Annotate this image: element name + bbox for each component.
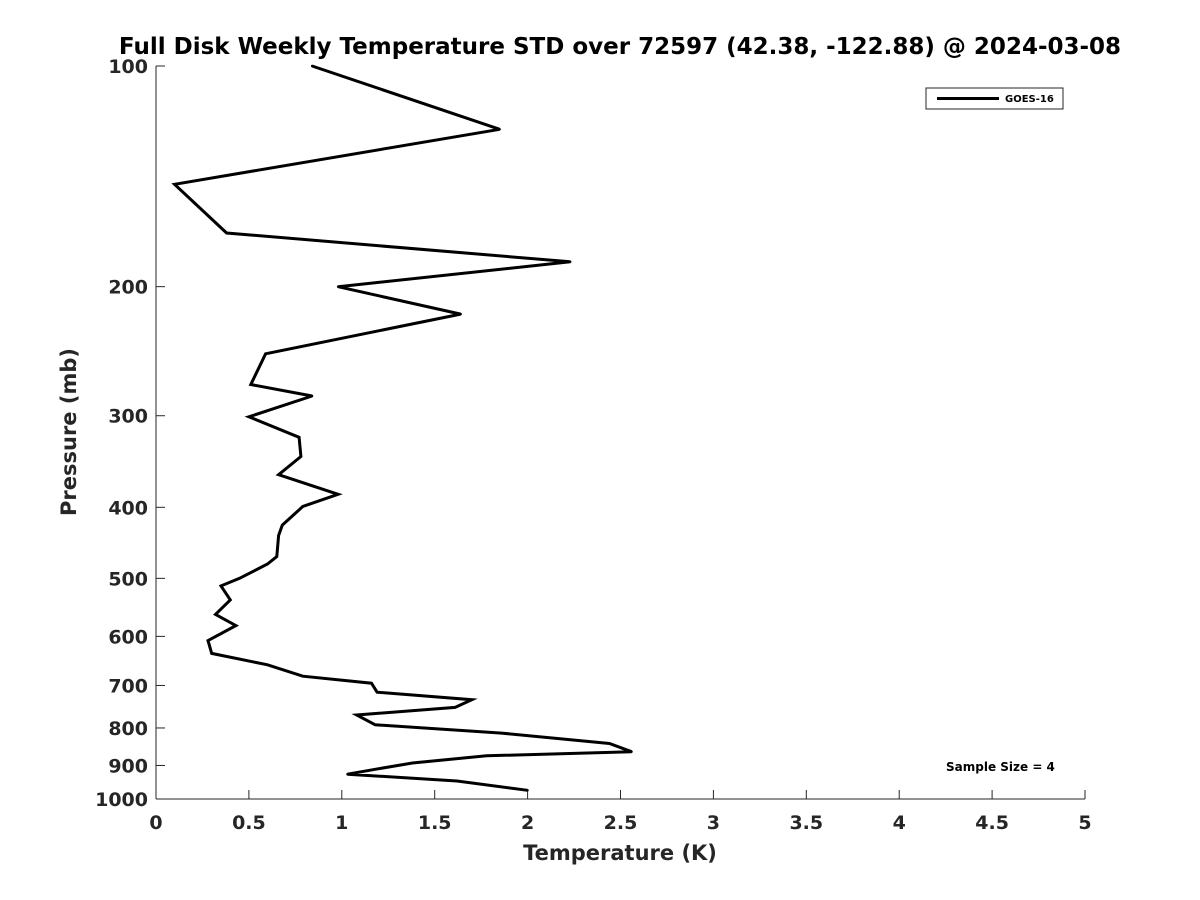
data-point: [310, 64, 314, 68]
y-tick-label: 100: [108, 56, 148, 78]
x-tick-label: 5: [1078, 812, 1091, 834]
data-point: [336, 493, 340, 496]
x-tick-label: 3.5: [789, 812, 823, 834]
y-tick-label: 700: [108, 675, 148, 697]
data-point: [301, 505, 304, 508]
y-tick-label: 600: [108, 626, 148, 648]
data-point: [297, 436, 301, 439]
data-point: [375, 691, 379, 694]
data-point: [234, 624, 238, 627]
data-point: [453, 706, 457, 709]
data-point: [277, 534, 280, 537]
data-point: [470, 698, 474, 701]
data-point: [299, 455, 303, 458]
data-point: [238, 577, 241, 580]
x-axis-ticks: 0 0.5 1 1.5 2 2.5 3 3.5 4 4.5 5: [149, 790, 1092, 834]
series-layer: [171, 64, 633, 792]
data-point: [266, 562, 269, 566]
sample-size-annotation: Sample Size = 4: [946, 760, 1055, 774]
data-point: [275, 555, 278, 558]
data-point: [310, 394, 314, 398]
y-tick-label: 500: [108, 568, 148, 590]
y-tick-label: 800: [108, 718, 148, 740]
plot-area: [155, 66, 1085, 800]
data-point: [526, 789, 529, 792]
data-point: [346, 773, 349, 776]
data-point: [500, 731, 503, 735]
data-point: [630, 750, 633, 753]
x-tick-label: 2.5: [604, 812, 638, 834]
data-point: [370, 682, 373, 685]
x-tick-label: 1: [335, 812, 348, 834]
data-point: [374, 768, 377, 771]
data-point: [173, 183, 176, 186]
data-point: [277, 473, 280, 476]
x-tick-label: 1.5: [418, 812, 452, 834]
x-tick-label: 3: [707, 812, 720, 834]
data-point: [206, 639, 210, 642]
data-point: [266, 663, 269, 666]
data-point: [264, 352, 267, 355]
x-tick-label: 0: [149, 812, 162, 834]
y-tick-label: 1000: [95, 789, 148, 811]
x-tick-label: 2: [521, 812, 534, 834]
y-tick-label: 300: [108, 406, 148, 428]
y-axis-title: Pressure (mb): [57, 348, 81, 516]
x-axis-title: Temperature (K): [523, 841, 717, 865]
data-point: [459, 312, 462, 316]
series-line-goes-16: [171, 64, 633, 792]
data-point: [608, 742, 611, 745]
data-point: [455, 779, 459, 783]
data-point: [411, 761, 414, 765]
legend-label-goes-16: GOES-16: [1005, 94, 1054, 105]
y-axis-ticks: 100 200 300 400 500 600 700 800 900 1000: [95, 56, 165, 811]
data-point: [355, 713, 358, 717]
data-point: [210, 652, 213, 655]
data-point: [281, 523, 284, 527]
data-point: [301, 675, 304, 678]
data-point: [249, 383, 252, 386]
x-tick-label: 0.5: [232, 812, 266, 834]
data-point: [229, 598, 232, 602]
x-tick-label: 4.5: [975, 812, 1009, 834]
data-point: [214, 613, 217, 616]
data-point: [336, 285, 340, 288]
y-tick-label: 900: [108, 755, 148, 777]
data-point: [247, 415, 251, 418]
data-point: [219, 584, 223, 588]
legend: GOES-16: [925, 87, 1064, 110]
y-tick-label: 200: [108, 277, 148, 299]
data-point: [225, 231, 228, 235]
data-point: [485, 754, 488, 757]
x-tick-label: 4: [893, 812, 906, 834]
data-point: [498, 128, 501, 131]
chart-title: Full Disk Weekly Temperature STD over 72…: [119, 34, 1121, 60]
y-tick-label: 400: [108, 497, 148, 519]
data-point: [569, 260, 572, 263]
data-point: [374, 723, 377, 726]
